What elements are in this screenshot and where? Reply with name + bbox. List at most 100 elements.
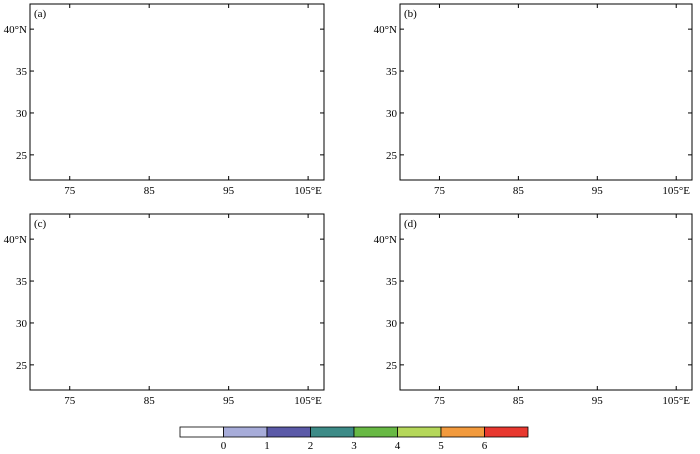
panel-label: (d) [404,218,417,230]
colorbar-segment [223,426,268,438]
wind-vector-head [495,0,497,2]
wind-vector-head [693,21,695,23]
wind-vector-head [330,158,332,160]
wind-vector-head [696,231,698,233]
colorbar-tick-label: 4 [395,440,401,452]
x-tick-label: 75 [64,395,76,407]
y-tick-label: 35 [16,66,28,78]
wind-vector-head [693,33,695,35]
panel-frame [399,3,693,181]
wind-vector-head [528,0,530,1]
wind-vector-head [693,146,695,148]
wind-vector-head [327,70,329,72]
y-tick-label: 30 [386,318,398,330]
wind-vector-head [693,71,695,73]
x-tick-label: 75 [64,185,76,197]
wind-vector-head [325,255,327,257]
wind-vector-head [693,8,695,10]
colorbar-segment [310,426,355,438]
wind-vector-head [326,268,328,270]
wind-vector-head [478,0,480,2]
y-tick-label: 25 [16,150,28,162]
wind-vector-head [326,108,328,110]
wind-vector-head [330,146,332,148]
wind-vector-head [693,121,695,123]
y-tick-label: 35 [16,276,28,288]
wind-vector-head [696,293,698,295]
panels: 14(a)758595105°E40°N35302528(b)758595105… [4,0,698,407]
wind-vector-head [693,46,695,48]
wind-vector-head [328,9,330,11]
wind-vector-head [696,219,698,221]
wind-vector-head [694,268,696,270]
wind-vector-head [327,244,329,246]
wind-vector-head [693,109,695,111]
panel-label: (a) [34,8,47,20]
x-tick-label: 105°E [662,395,690,407]
wind-vector-head [325,121,327,123]
wind-vector-head [327,95,329,97]
y-tick-label: 25 [386,360,398,372]
x-tick-label: 95 [592,395,604,407]
wind-vector-head [328,219,330,221]
x-tick-label: 75 [434,185,446,197]
wind-vector-head [330,381,332,383]
wind-vector-head [330,171,332,173]
wind-vector-head [462,0,464,2]
wind-vector-head [695,305,697,307]
wind-vector-head [326,318,328,320]
wind-vector-head [693,134,695,136]
y-tick-label: 25 [16,360,28,372]
x-tick-label: 85 [144,185,156,197]
y-tick-label: 30 [386,108,398,120]
wind-vector-head [693,96,695,98]
y-tick-label: 25 [386,150,398,162]
wind-vector-head [695,280,697,282]
y-tick-label: 35 [386,276,398,288]
colorbar-tick-label: 0 [221,440,227,452]
colorbar-segment [440,426,485,438]
panel-label: (b) [404,8,417,20]
wind-vector-head [326,58,328,60]
wind-vector-head [327,34,329,36]
x-tick-label: 85 [513,395,525,407]
wind-vector-head [327,305,329,307]
panel-frame [29,213,325,391]
wind-vector-head [328,21,330,23]
panel-frame [399,213,693,391]
x-tick-label: 85 [144,395,156,407]
wind-vector-head [325,331,327,333]
wind-vector-head [695,244,697,246]
wind-vector-head [695,343,697,345]
colorbar-tick-label: 5 [438,440,444,452]
x-tick-label: 105°E [662,185,690,197]
y-tick-label: 30 [16,318,28,330]
colorbar-tick-label: 6 [482,440,488,452]
x-tick-label: 85 [513,185,525,197]
wind-vector-head [330,368,332,370]
wind-vector-head [325,45,327,47]
wind-vector-head [328,83,330,85]
x-tick-label: 75 [434,395,446,407]
colorbar-segment [484,426,529,438]
x-tick-label: 95 [223,185,235,197]
y-tick-label: 40°N [374,234,397,246]
y-tick-label: 40°N [4,234,27,246]
y-tick-label: 40°N [4,24,27,36]
wind-vector-head [330,356,332,358]
colorbar-segment [397,426,442,438]
wind-vector-head [544,0,546,1]
y-tick-label: 35 [386,66,398,78]
wind-vector-head [693,172,695,174]
wind-vector-head [693,58,695,60]
wind-vector-head [327,280,329,282]
y-tick-label: 30 [16,108,28,120]
wind-vector-head [327,343,329,345]
wind-vector-head [328,293,330,295]
colorbar-segment [266,426,311,438]
x-tick-label: 105°E [294,395,322,407]
